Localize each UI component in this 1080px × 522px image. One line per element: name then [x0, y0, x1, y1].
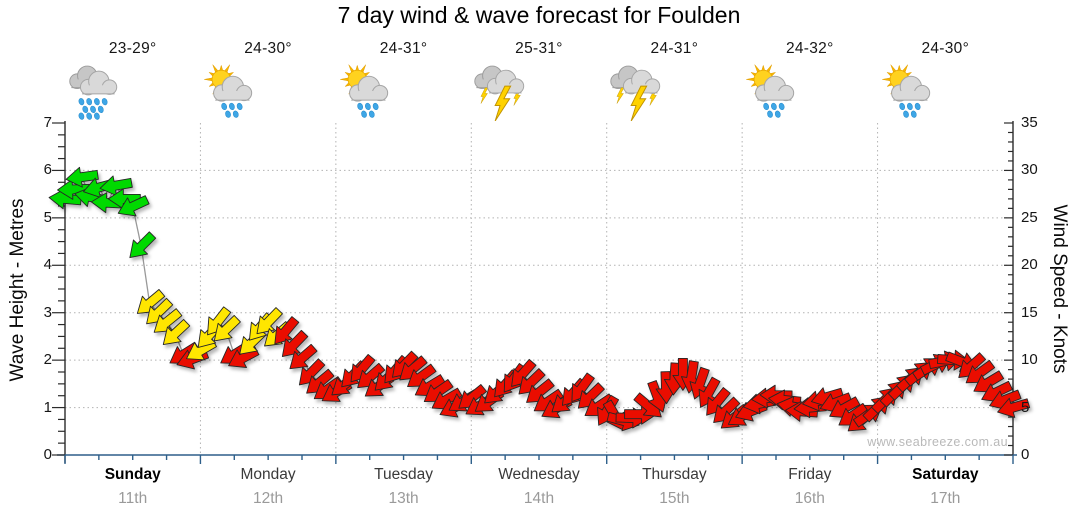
day-name: Sunday — [104, 466, 161, 483]
page-title: 7 day wind & wave forecast for Foulden — [337, 2, 741, 28]
wind-arrow — [57, 178, 91, 200]
temp-range: 24-32° — [785, 40, 834, 57]
day-name: Monday — [240, 466, 296, 483]
day-column: 25-31° — [471, 40, 606, 121]
day-date: 14th — [523, 490, 555, 507]
wind-arrow — [213, 314, 241, 342]
wind-arrow — [706, 387, 731, 416]
weather-icon-sun-cloud-rain — [881, 64, 930, 118]
day-name: Wednesday — [498, 466, 580, 483]
temp-range: 24-30° — [921, 40, 970, 57]
wind-arrow — [281, 329, 309, 357]
day-date: 16th — [794, 490, 825, 507]
day-column: 24-32° — [742, 40, 877, 121]
wind-arrow — [162, 318, 191, 345]
day-date: 17th — [930, 490, 961, 507]
day-name: Friday — [788, 466, 832, 483]
weather-icon-sun-cloud-rain — [746, 64, 795, 118]
tick-label-left: 1 — [43, 398, 52, 416]
tick-label-left: 2 — [43, 351, 52, 369]
wind-arrow — [129, 231, 157, 259]
wind-arrow — [99, 175, 133, 197]
wind-arrow — [117, 195, 150, 217]
tick-label-left: 0 — [43, 446, 52, 463]
day-column: 24-31° — [607, 40, 742, 121]
wind-speed-line — [64, 175, 1014, 422]
wind-arrow — [997, 397, 1031, 418]
weather-icon-sun-cloud-rain — [204, 64, 253, 118]
tick-label-right: 35 — [1021, 114, 1038, 131]
tick-label-right: 25 — [1021, 208, 1038, 226]
tick-label-left: 4 — [43, 256, 52, 274]
tick-label-left: 5 — [43, 208, 52, 226]
watermark: www.seabreeze.com.au — [867, 435, 1008, 449]
tick-label-left: 7 — [43, 114, 52, 131]
day-column: 24-31° — [336, 40, 471, 121]
temp-range: 23-29° — [108, 40, 157, 57]
wind-arrow — [256, 307, 283, 335]
temp-range: 24-30° — [244, 40, 292, 57]
temp-range: 24-31° — [650, 40, 699, 57]
wind-arrow — [65, 166, 99, 188]
wind-arrows — [48, 166, 1031, 432]
temp-range: 25-31° — [515, 40, 563, 57]
weather-icon-storm — [610, 65, 660, 121]
weather-icon-rain — [69, 65, 118, 120]
day-column: 24-30° — [200, 40, 335, 121]
day-date: 11th — [118, 490, 148, 507]
tick-label-right: 15 — [1021, 303, 1038, 321]
tick-label-left: 6 — [43, 161, 52, 179]
wind-arrow — [153, 308, 183, 333]
day-date: 15th — [659, 490, 690, 507]
tick-label-right: 5 — [1021, 398, 1030, 416]
day-column: 23-29° — [65, 40, 200, 121]
weather-icon-sun-cloud-rain — [340, 64, 389, 118]
weather-icon-storm — [474, 65, 525, 121]
day-column: 24-30° — [878, 40, 1013, 121]
axes — [52, 121, 1017, 464]
tick-label-right: 10 — [1021, 351, 1038, 369]
temp-range: 24-31° — [379, 40, 428, 57]
wind-arrow — [289, 343, 318, 370]
day-name: Saturday — [912, 466, 979, 483]
day-date: 12th — [253, 490, 284, 507]
tick-label-left: 3 — [43, 303, 52, 321]
day-date: 13th — [388, 490, 419, 507]
tick-label-right: 0 — [1021, 446, 1030, 463]
wind-arrow — [274, 316, 300, 345]
day-name: Thursday — [642, 466, 707, 483]
day-name: Tuesday — [374, 466, 434, 483]
wind-arrow — [571, 372, 595, 402]
tick-label-right: 30 — [1021, 161, 1038, 179]
tick-label-right: 20 — [1021, 256, 1038, 274]
